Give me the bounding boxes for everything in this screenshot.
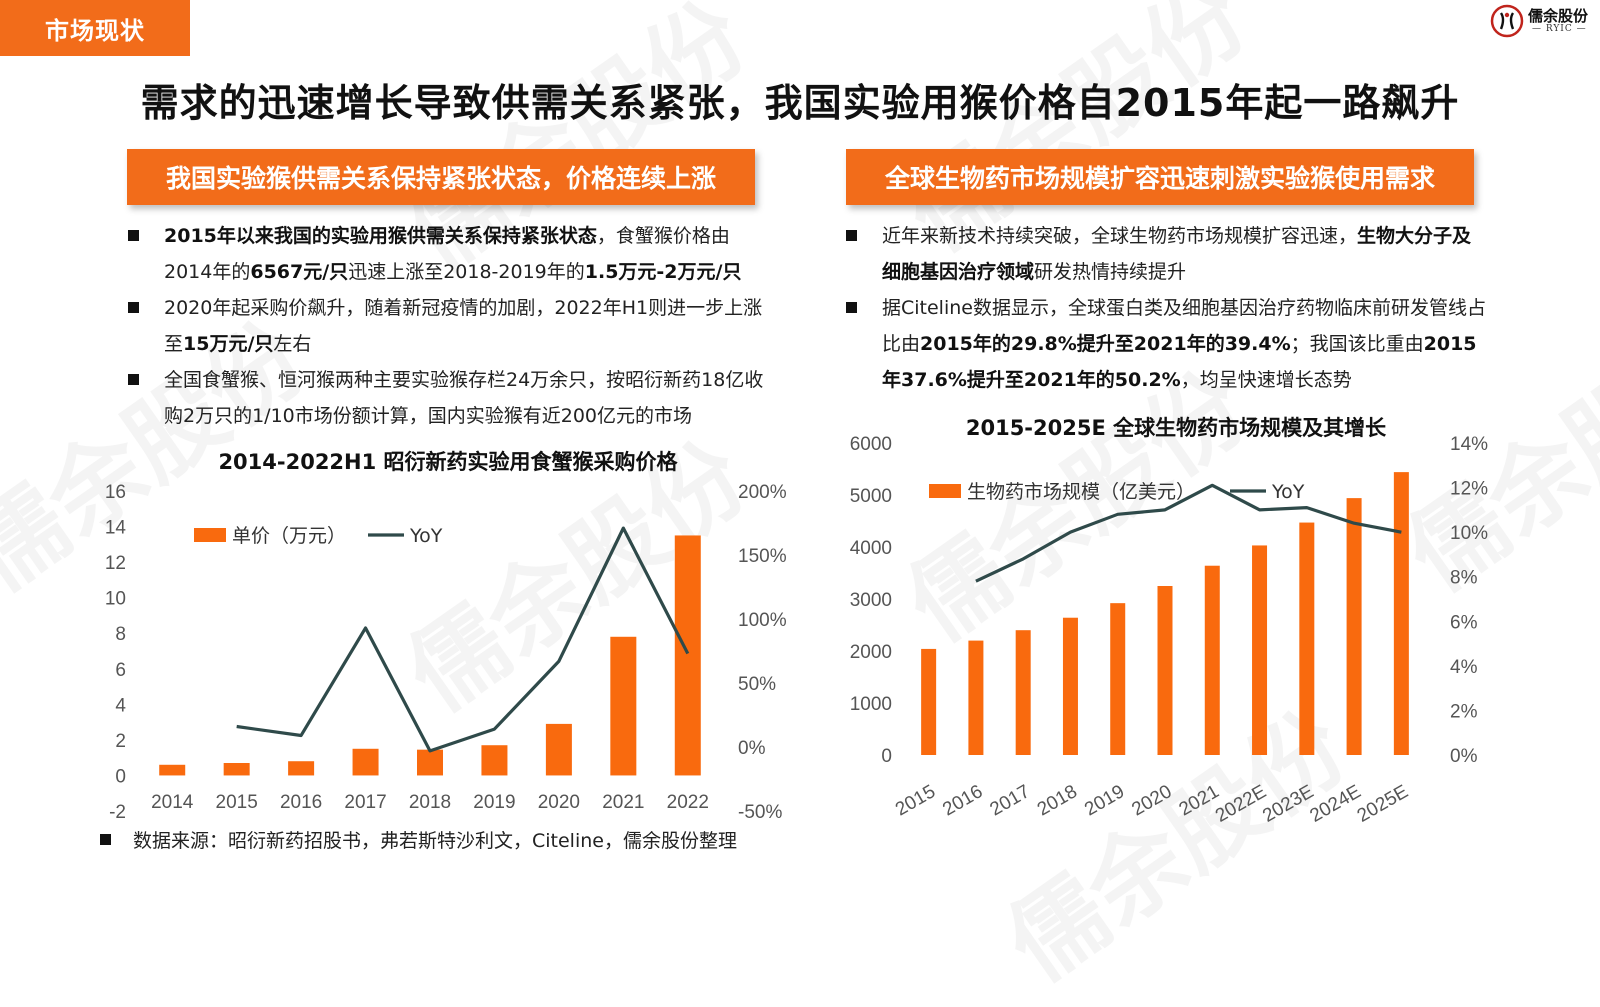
y2-tick-label: 12% [1450, 479, 1488, 500]
bullet-item: 近年来新技术持续突破，全球生物药市场规模扩容迅速，生物大分子及细胞基因治疗领域研… [846, 218, 1486, 290]
x-tick-label: 2014 [151, 792, 194, 813]
bar [1015, 630, 1031, 755]
logo-icon [1490, 4, 1524, 38]
section-tag: 市场现状 [0, 0, 190, 56]
legend-line-label: YoY [1271, 481, 1305, 503]
bar [674, 535, 701, 776]
x-tick-label: 2025E [1354, 781, 1412, 827]
y2-tick-label: 150% [738, 546, 787, 567]
x-tick-label: 2022E [1212, 781, 1270, 827]
y2-tick-label: 100% [738, 610, 787, 631]
logo-name: 儒余股份 [1528, 7, 1589, 25]
legend-bar-label: 生物药市场规模（亿美元） [967, 481, 1195, 503]
bar [1299, 522, 1315, 755]
y-tick-label: 16 [105, 482, 126, 503]
left-banner: 我国实验猴供需关系保持紧张状态，价格连续上涨 [127, 149, 755, 205]
y-tick-label: 2000 [850, 642, 892, 663]
y-tick-label: 6 [115, 660, 126, 681]
bar [223, 763, 250, 776]
bar [288, 761, 315, 776]
y2-tick-label: 200% [738, 482, 787, 503]
bar [610, 636, 637, 776]
y-tick-label: 8 [115, 624, 126, 645]
yoy-line [236, 526, 690, 753]
market-chart: 0 1000 2000 3000 4000 5000 6000 0% 2% 4% 6% 8% 10% 12… [850, 434, 1488, 827]
bar [1157, 586, 1173, 755]
right-banner: 全球生物药市场规模扩容迅速刺激实验猴使用需求 [846, 149, 1474, 205]
y2-tick-label: 8% [1450, 568, 1478, 589]
y2-tick-label: 10% [1450, 523, 1488, 544]
y-tick-label: 4 [115, 695, 126, 716]
bar [1204, 565, 1220, 755]
bar [1252, 545, 1268, 755]
logo-subtitle: — RYIC — [1532, 24, 1587, 34]
y2-tick-label: 2% [1450, 701, 1478, 722]
x-tick-label: 2019 [473, 792, 515, 813]
bar [545, 723, 572, 776]
bullet-item: 2020年起采购价飙升，随着新冠疫情的加剧，2022年H1则进一步上涨至15万元… [128, 290, 768, 362]
bullet-item: 2015年以来我国的实验用猴供需关系保持紧张状态，食蟹猴价格由2014年的656… [128, 218, 768, 290]
x-tick-label: 2020 [538, 792, 580, 813]
y2-tick-label: 0% [1450, 746, 1478, 767]
legend-line-label: YoY [409, 525, 443, 547]
y-tick-label: 2 [115, 731, 126, 752]
y-tick-label: 4000 [850, 538, 892, 559]
x-tick-label: 2022 [667, 792, 709, 813]
page-title: 需求的迅速增长导致供需关系紧张，我国实验用猴价格自2015年起一路飙升 [140, 81, 1460, 125]
y-tick-label: 0 [115, 766, 126, 787]
x-tick-label: 2018 [1034, 781, 1081, 820]
bar [968, 640, 984, 755]
bar [1393, 472, 1409, 755]
y-tick-label: 1000 [850, 694, 892, 715]
y2-tick-label: 4% [1450, 657, 1478, 678]
x-tick-label: 2024E [1307, 781, 1365, 827]
y-tick-label: 6000 [850, 434, 892, 455]
bar [1346, 498, 1362, 755]
bullet-item: 全国食蟹猴、恒河猴两种主要实验猴存栏24万余只，按昭衍新药18亿收购2万只的1/… [128, 362, 768, 434]
y-tick-label: 0 [881, 746, 892, 767]
y-tick-label: -2 [109, 802, 126, 823]
bar [159, 764, 186, 776]
yoy-line [975, 483, 1402, 583]
left-chart-title: 2014-2022H1 昭衍新药实验用食蟹猴采购价格 [218, 450, 678, 474]
bar [921, 648, 937, 755]
y2-tick-label: 50% [738, 674, 776, 695]
x-tick-label: 2017 [344, 792, 386, 813]
y-tick-label: 12 [105, 553, 126, 574]
bar [352, 748, 379, 776]
y2-tick-label: 14% [1450, 434, 1488, 455]
price-chart: -2 0 2 4 6 8 10 12 14 16 -50% 0% 50% 100% 150% 200% 2014… [105, 482, 787, 823]
bar [1110, 603, 1126, 755]
data-source: 数据来源：昭衍新药招股书，弗若斯特沙利文，Citeline，儒余股份整理 [100, 826, 737, 853]
x-tick-label: 2021 [602, 792, 644, 813]
right-bullet-list: 近年来新技术持续突破，全球生物药市场规模扩容迅速，生物大分子及细胞基因治疗领域研… [846, 218, 1486, 398]
y-tick-label: 10 [105, 589, 126, 610]
y2-tick-label: 0% [738, 738, 766, 759]
x-tick-label: 2015 [892, 781, 939, 820]
x-tick-label: 2018 [409, 792, 451, 813]
y-tick-label: 14 [105, 518, 127, 539]
y-tick-label: 3000 [850, 590, 892, 611]
x-tick-label: 2023E [1259, 781, 1317, 827]
left-bullet-list: 2015年以来我国的实验用猴供需关系保持紧张状态，食蟹猴价格由2014年的656… [128, 218, 768, 434]
bullet-item: 据Citeline数据显示，全球蛋白类及细胞基因治疗药物临床前研发管线占比由20… [846, 290, 1486, 398]
y2-tick-label: 6% [1450, 612, 1478, 633]
x-tick-label: 2020 [1128, 781, 1175, 820]
x-tick-label: 2015 [216, 792, 258, 813]
x-tick-label: 2016 [280, 792, 322, 813]
y-tick-label: 5000 [850, 486, 892, 507]
legend-bar-swatch [194, 528, 226, 542]
x-tick-label: 2017 [987, 781, 1034, 820]
bar [417, 749, 443, 776]
bar [1062, 617, 1078, 755]
logo: 儒余股份 — RYIC — [1490, 2, 1596, 40]
y2-tick-label: -50% [738, 802, 782, 823]
right-chart-title: 2015-2025E 全球生物药市场规模及其增长 [965, 416, 1387, 440]
x-tick-label: 2019 [1081, 781, 1128, 820]
x-tick-label: 2016 [939, 781, 986, 820]
legend-bar-swatch [929, 484, 961, 498]
bar [481, 745, 508, 776]
legend-bar-label: 单价（万元） [232, 525, 346, 547]
